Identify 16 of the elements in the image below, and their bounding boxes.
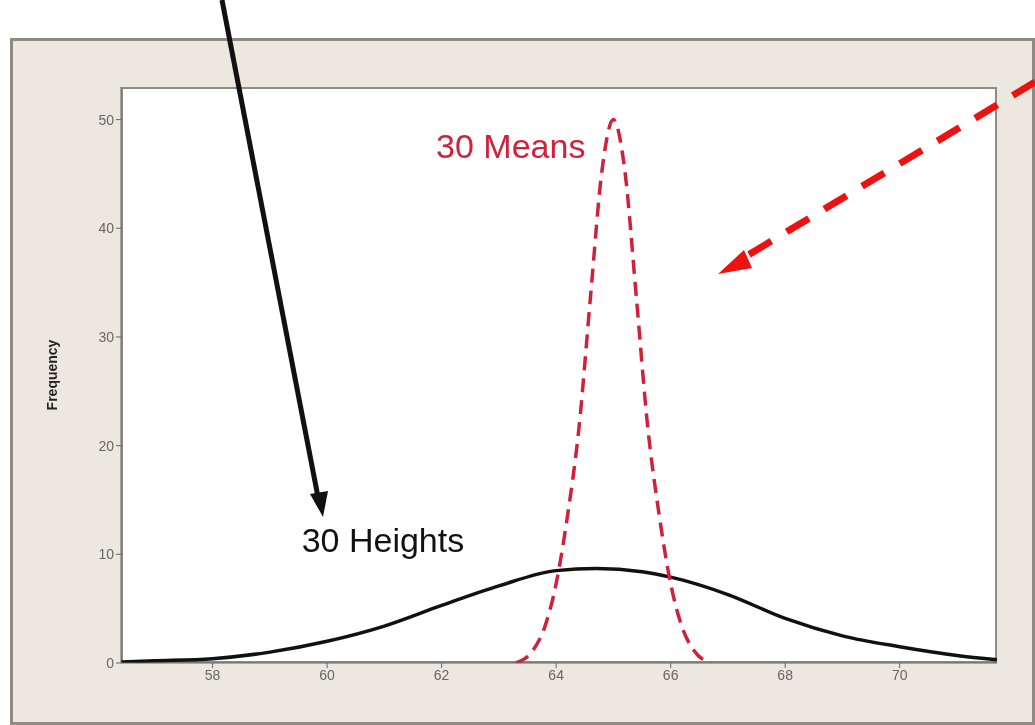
- x-tick-label: 62: [433, 666, 450, 683]
- x-tick-label: 70: [891, 666, 908, 683]
- y-axis-title: Frequency: [43, 339, 60, 411]
- x-tick-label: 66: [662, 666, 679, 683]
- x-tick-label: 64: [548, 666, 565, 683]
- x-tick-label: 68: [777, 666, 794, 683]
- legend-label: 30 Heights: [301, 521, 465, 560]
- x-tick-label: 60: [319, 666, 336, 683]
- y-tick-label: 30: [98, 328, 115, 345]
- y-tick-label: 50: [98, 111, 115, 128]
- y-tick-label: 20: [98, 437, 115, 454]
- series-label: 30 Means: [436, 126, 586, 165]
- y-tick-label: 0: [106, 654, 115, 671]
- y-tick-label: 40: [98, 220, 115, 237]
- x-tick-label: 58: [204, 666, 221, 683]
- y-tick-label: 10: [98, 546, 115, 563]
